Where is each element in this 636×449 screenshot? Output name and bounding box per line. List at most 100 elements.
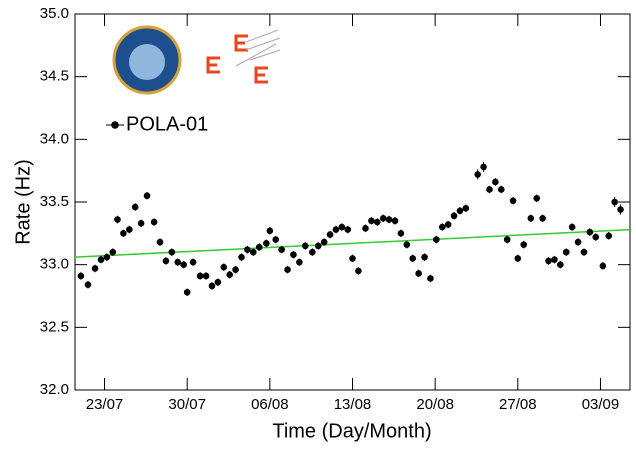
data-point xyxy=(301,242,309,250)
x-tick-label: 03/09 xyxy=(582,396,620,413)
data-point xyxy=(284,266,291,273)
data-point xyxy=(409,255,417,262)
fit-line xyxy=(74,228,631,258)
data-point xyxy=(77,272,85,280)
data-point xyxy=(309,248,316,256)
legend-marker xyxy=(111,121,119,129)
data-point xyxy=(611,198,618,206)
data-point xyxy=(349,255,356,262)
data-point xyxy=(226,271,233,278)
data-point xyxy=(84,281,92,289)
logos xyxy=(112,25,281,95)
x-tick-label: 27/08 xyxy=(499,396,537,413)
logo-pola-globe xyxy=(129,44,165,80)
data-point xyxy=(344,226,352,233)
data-point xyxy=(143,192,151,200)
data-point xyxy=(208,282,216,290)
x-axis-title: Time (Day/Month) xyxy=(272,420,431,442)
data-point xyxy=(462,204,470,212)
data-point xyxy=(605,232,613,240)
data-point xyxy=(174,258,182,266)
data-point xyxy=(314,242,322,250)
data-point xyxy=(509,197,517,205)
data-point xyxy=(97,256,105,263)
data-point xyxy=(150,218,158,226)
data-point xyxy=(391,217,399,225)
data-point xyxy=(438,223,446,231)
x-tick-label: 20/08 xyxy=(416,396,454,413)
data-point xyxy=(126,226,133,233)
data-point xyxy=(373,218,381,226)
data-point xyxy=(131,203,139,211)
data-point xyxy=(183,288,191,296)
data-point xyxy=(290,251,297,258)
y-tick-label: 33.0 xyxy=(40,256,69,273)
data-point xyxy=(514,255,522,262)
data-point xyxy=(196,272,204,280)
data-point xyxy=(586,228,594,236)
data-point xyxy=(168,248,176,256)
data-point xyxy=(433,236,440,243)
data-point xyxy=(326,231,334,238)
x-tick-label: 30/07 xyxy=(168,396,206,413)
data-point xyxy=(278,246,285,253)
data-point xyxy=(91,265,99,272)
data-point xyxy=(427,275,434,282)
data-point xyxy=(368,217,375,225)
y-tick-label: 33.5 xyxy=(40,193,69,210)
data-point xyxy=(262,240,270,247)
data-point xyxy=(497,186,505,193)
data-point xyxy=(545,257,552,265)
data-point xyxy=(444,221,452,228)
data-point xyxy=(568,223,576,231)
data-point xyxy=(562,248,570,256)
data-point xyxy=(120,230,127,237)
data-point xyxy=(599,262,607,270)
data-point xyxy=(474,171,481,178)
data-point xyxy=(272,236,280,243)
data-point xyxy=(520,241,528,248)
data-point xyxy=(266,227,274,235)
y-tick-label: 34.5 xyxy=(40,68,69,85)
data-point xyxy=(162,257,170,265)
data-point xyxy=(539,214,546,222)
data-point xyxy=(421,253,428,261)
x-tick-label: 06/08 xyxy=(251,396,289,413)
data-point xyxy=(486,186,493,193)
y-tick-label: 34.0 xyxy=(40,130,69,147)
data-point xyxy=(492,178,499,186)
data-point xyxy=(403,241,411,248)
logo-e xyxy=(206,29,281,84)
x-tick-label: 13/08 xyxy=(334,396,372,413)
data-point xyxy=(180,261,187,268)
data-point xyxy=(385,216,393,223)
data-point xyxy=(338,223,346,231)
data-point xyxy=(574,238,582,246)
data-point xyxy=(103,253,111,261)
data-point xyxy=(320,238,328,246)
data-point xyxy=(214,278,222,286)
data-point xyxy=(592,233,600,241)
data-point xyxy=(480,163,487,171)
data-point xyxy=(220,263,228,271)
data-point xyxy=(238,253,245,261)
data-point xyxy=(527,214,535,222)
data-point xyxy=(332,226,340,233)
legend-text: POLA-01 xyxy=(126,113,208,135)
data-point xyxy=(533,194,541,202)
data-point xyxy=(415,270,422,277)
data-point xyxy=(137,220,145,227)
data-point xyxy=(450,212,458,220)
data-point xyxy=(580,248,588,256)
data-point xyxy=(551,256,558,263)
data-point xyxy=(617,206,624,213)
y-tick-label: 32.5 xyxy=(40,318,69,335)
data-point xyxy=(296,258,303,266)
data-point xyxy=(114,216,121,223)
data-point xyxy=(156,238,164,246)
y-axis-title: Rate (Hz) xyxy=(12,159,34,245)
data-point xyxy=(189,258,197,266)
data-point xyxy=(503,236,511,243)
data-point xyxy=(255,243,263,251)
data-point xyxy=(250,248,257,256)
